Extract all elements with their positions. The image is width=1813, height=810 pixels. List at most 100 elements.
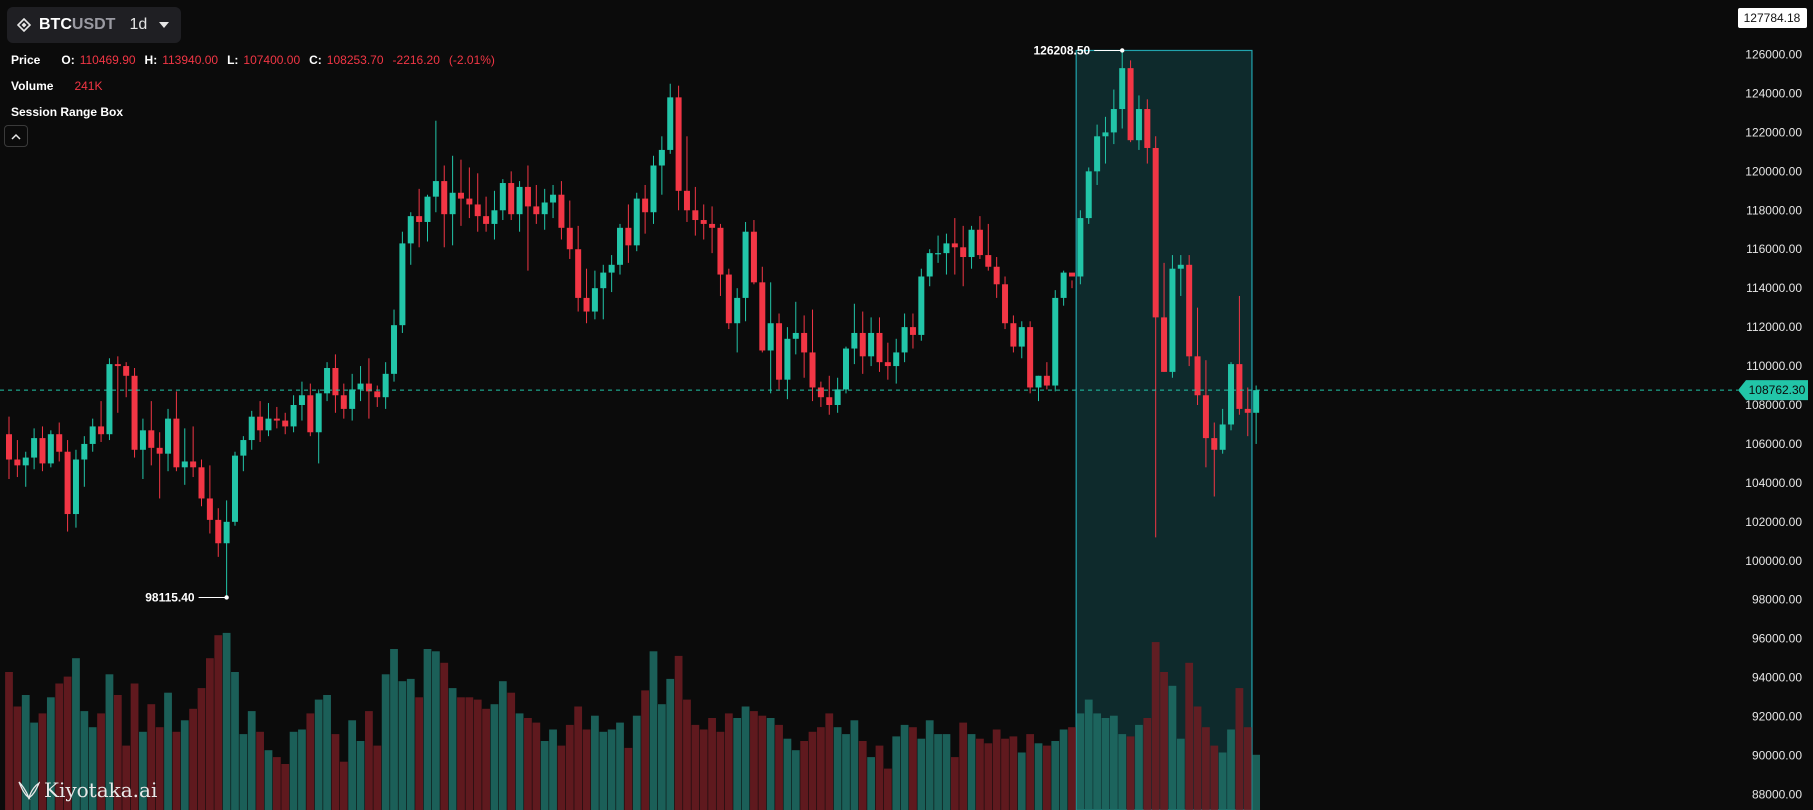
candle-body[interactable] (298, 395, 305, 405)
candle-body[interactable] (223, 521, 230, 544)
candle-body[interactable] (692, 210, 699, 221)
candle-body[interactable] (98, 426, 105, 435)
candle-body[interactable] (332, 368, 339, 396)
candle-body[interactable] (1085, 171, 1092, 219)
candle-body[interactable] (131, 375, 138, 450)
candle-body[interactable] (6, 434, 12, 460)
candle-body[interactable] (675, 97, 682, 191)
candle-body[interactable] (1202, 395, 1209, 439)
candle-body[interactable] (1002, 284, 1009, 324)
symbol-selector[interactable]: BTC USDT 1d (7, 7, 182, 43)
indicator-legend[interactable]: Session Range Box (11, 105, 123, 119)
candle-body[interactable] (516, 186, 523, 215)
candle-body[interactable] (968, 229, 975, 258)
candle-body[interactable] (391, 325, 398, 374)
candle-body[interactable] (190, 461, 197, 468)
candle-body[interactable] (843, 348, 849, 390)
candle-body[interactable] (642, 198, 649, 213)
price-axis[interactable] (1738, 0, 1813, 810)
candle-body[interactable] (215, 519, 222, 544)
candle-body[interactable] (165, 418, 172, 454)
candle-body[interactable] (951, 243, 958, 248)
candle-body[interactable] (759, 282, 766, 351)
candle-body[interactable] (524, 186, 531, 207)
candle-body[interactable] (993, 266, 1000, 285)
candle-body[interactable] (985, 255, 992, 267)
collapse-legend-button[interactable] (4, 125, 28, 147)
candle-body[interactable] (265, 418, 272, 431)
candle-body[interactable] (1018, 327, 1025, 347)
candle-body[interactable] (47, 434, 54, 464)
candle-body[interactable] (918, 276, 925, 335)
candle-body[interactable] (365, 383, 372, 392)
candle-body[interactable] (1236, 364, 1243, 409)
candle-body[interactable] (64, 451, 71, 515)
candle-body[interactable] (1169, 268, 1176, 372)
candle-body[interactable] (1035, 375, 1042, 388)
candle-body[interactable] (976, 229, 983, 256)
candle-body[interactable] (700, 220, 707, 224)
candle-body[interactable] (809, 352, 816, 388)
candle-body[interactable] (499, 183, 506, 211)
candle-body[interactable] (374, 391, 381, 398)
candle-body[interactable] (541, 202, 548, 215)
candle-body[interactable] (1152, 147, 1159, 318)
candle-body[interactable] (441, 181, 448, 215)
candle-body[interactable] (817, 387, 824, 398)
candle-body[interactable] (273, 418, 280, 421)
candle-body[interactable] (72, 459, 79, 515)
candle-body[interactable] (884, 362, 891, 367)
candle-body[interactable] (725, 274, 732, 324)
candle-body[interactable] (1228, 364, 1235, 425)
candle-body[interactable] (591, 288, 598, 312)
candle-body[interactable] (407, 216, 414, 244)
candle-body[interactable] (1027, 327, 1034, 388)
candle-body[interactable] (633, 198, 640, 246)
candle-body[interactable] (156, 447, 163, 454)
candle-body[interactable] (683, 190, 690, 211)
candle-body[interactable] (14, 459, 21, 466)
candle-body[interactable] (123, 366, 130, 376)
candle-body[interactable] (466, 198, 473, 205)
candle-body[interactable] (474, 204, 481, 217)
candle-body[interactable] (533, 206, 540, 215)
candle-body[interactable] (181, 461, 188, 468)
candle-body[interactable] (709, 223, 716, 228)
candle-body[interactable] (240, 440, 247, 456)
candle-body[interactable] (1052, 297, 1059, 386)
candle-body[interactable] (893, 352, 900, 367)
candle-body[interactable] (734, 297, 741, 324)
candle-body[interactable] (206, 498, 213, 520)
candle-body[interactable] (776, 323, 783, 380)
candle-body[interactable] (617, 227, 624, 265)
candle-body[interactable] (750, 231, 757, 283)
candle-body[interactable] (1110, 109, 1117, 133)
candle-body[interactable] (39, 438, 46, 464)
candle-body[interactable] (1094, 136, 1101, 172)
candle-body[interactable] (382, 373, 389, 398)
candle-body[interactable] (658, 149, 665, 166)
candle-body[interactable] (424, 196, 431, 222)
candle-body[interactable] (608, 264, 615, 273)
candle-body[interactable] (1060, 272, 1067, 298)
candle-body[interactable] (282, 420, 289, 427)
candle-body[interactable] (935, 253, 942, 255)
candle-body[interactable] (943, 243, 950, 254)
candle-body[interactable] (868, 332, 875, 357)
candle-body[interactable] (1010, 323, 1017, 347)
candle-body[interactable] (22, 457, 29, 466)
candle-body[interactable] (1186, 264, 1193, 357)
candle-body[interactable] (248, 416, 255, 441)
candle-body[interactable] (792, 332, 799, 339)
candle-body[interactable] (1135, 109, 1142, 141)
candle-body[interactable] (600, 272, 607, 289)
candle-body[interactable] (801, 332, 808, 353)
candle-body[interactable] (198, 467, 205, 499)
candle-body[interactable] (1253, 390, 1260, 413)
candle-body[interactable] (148, 430, 155, 448)
candle-body[interactable] (349, 389, 356, 409)
candle-body[interactable] (106, 364, 113, 435)
candle-body[interactable] (416, 216, 423, 222)
